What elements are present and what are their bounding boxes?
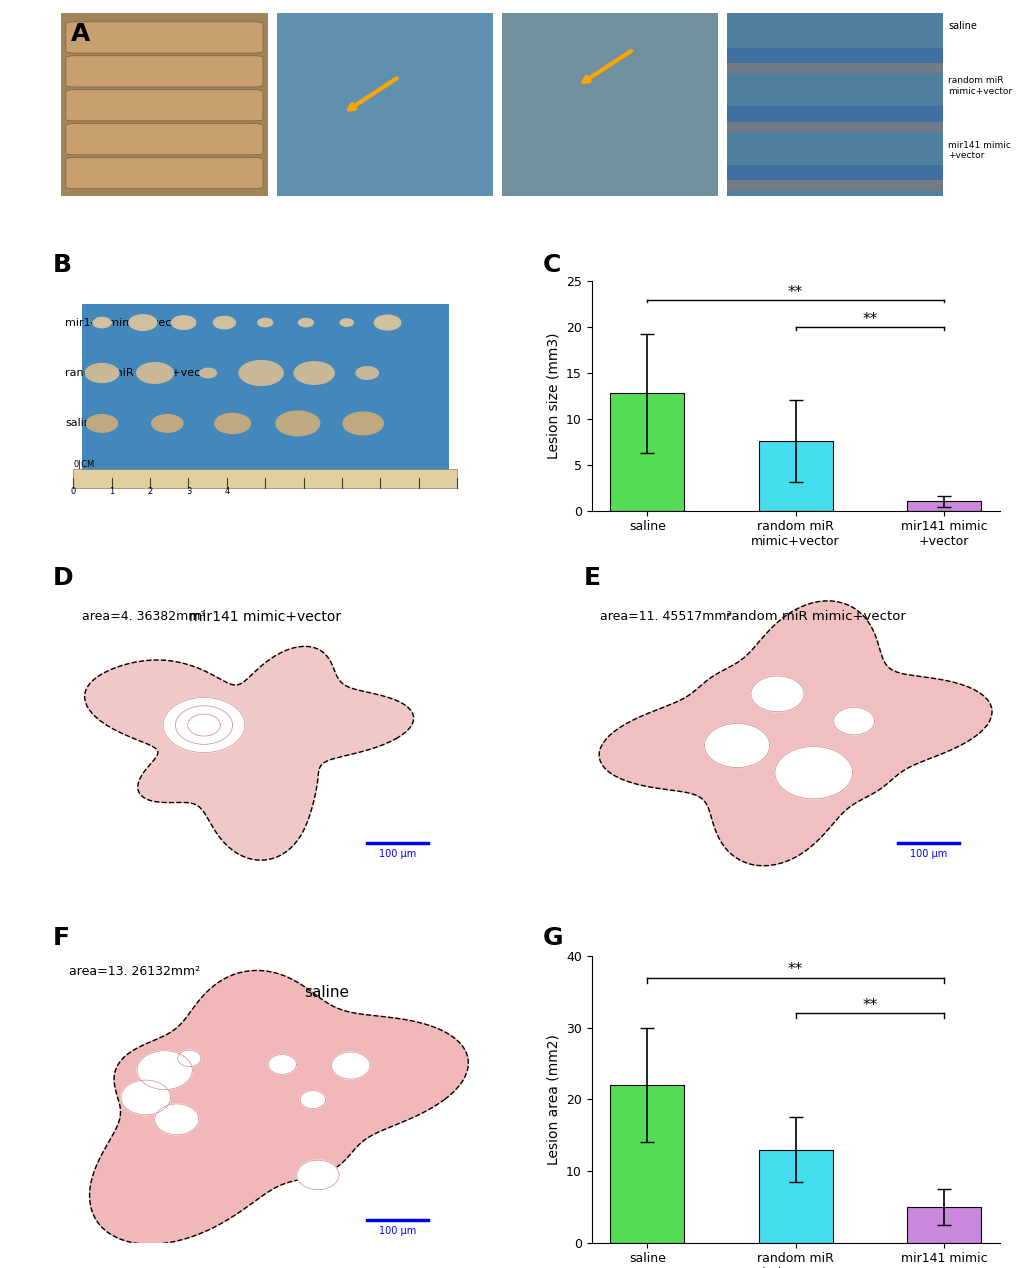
- Polygon shape: [598, 601, 991, 866]
- Circle shape: [128, 314, 157, 331]
- FancyBboxPatch shape: [73, 469, 457, 488]
- Text: **: **: [861, 998, 876, 1013]
- FancyBboxPatch shape: [66, 90, 263, 120]
- Text: saline: saline: [65, 418, 98, 429]
- Text: random miR
mimic+vector: random miR mimic+vector: [947, 76, 1011, 95]
- Bar: [609, 1085, 684, 1243]
- FancyBboxPatch shape: [727, 180, 943, 190]
- Text: 0|CM: 0|CM: [73, 460, 95, 469]
- FancyBboxPatch shape: [727, 165, 943, 190]
- Circle shape: [152, 415, 182, 432]
- Text: 100 μm: 100 μm: [379, 1226, 416, 1236]
- Polygon shape: [774, 747, 852, 799]
- Bar: [758, 441, 832, 511]
- Text: mir141 mimic
+vector: mir141 mimic +vector: [947, 141, 1010, 160]
- FancyBboxPatch shape: [66, 22, 263, 53]
- FancyBboxPatch shape: [66, 123, 263, 155]
- Circle shape: [213, 317, 235, 328]
- Circle shape: [356, 366, 378, 379]
- Text: C: C: [542, 252, 560, 276]
- Text: 4: 4: [224, 487, 229, 497]
- Text: G: G: [542, 927, 562, 951]
- Text: 100 μm: 100 μm: [379, 850, 416, 860]
- Text: A: A: [70, 22, 90, 46]
- Text: mir141 mimic+vector: mir141 mimic+vector: [189, 610, 341, 624]
- Polygon shape: [833, 708, 873, 735]
- Circle shape: [299, 318, 313, 327]
- Circle shape: [238, 360, 283, 385]
- Circle shape: [258, 318, 272, 327]
- FancyBboxPatch shape: [66, 56, 263, 87]
- Text: F: F: [53, 927, 70, 951]
- FancyBboxPatch shape: [66, 157, 263, 189]
- Text: area=11. 45517mm³: area=11. 45517mm³: [599, 610, 731, 623]
- Bar: [906, 1207, 980, 1243]
- Polygon shape: [300, 1090, 325, 1108]
- Polygon shape: [90, 970, 468, 1244]
- Text: area=4. 36382mm³: area=4. 36382mm³: [82, 610, 205, 623]
- Circle shape: [87, 415, 117, 432]
- FancyBboxPatch shape: [61, 13, 267, 197]
- Text: random miR mimic+vector: random miR mimic+vector: [65, 368, 216, 378]
- Polygon shape: [175, 706, 232, 744]
- Text: random miR mimic+vector: random miR mimic+vector: [726, 610, 905, 623]
- Polygon shape: [187, 714, 220, 735]
- Text: saline: saline: [947, 20, 976, 30]
- Polygon shape: [177, 1050, 201, 1066]
- Bar: [906, 501, 980, 511]
- Text: 3: 3: [185, 487, 191, 497]
- Polygon shape: [331, 1052, 370, 1079]
- Text: **: **: [861, 312, 876, 327]
- Circle shape: [93, 317, 111, 327]
- FancyBboxPatch shape: [727, 122, 943, 132]
- Polygon shape: [85, 647, 414, 860]
- Polygon shape: [750, 676, 803, 711]
- Circle shape: [276, 411, 319, 436]
- Text: saline: saline: [304, 985, 348, 999]
- FancyBboxPatch shape: [727, 13, 943, 197]
- Text: E: E: [583, 567, 600, 591]
- Text: 1: 1: [109, 487, 114, 497]
- Polygon shape: [704, 724, 769, 767]
- Circle shape: [200, 368, 216, 378]
- Circle shape: [215, 413, 250, 434]
- Circle shape: [171, 316, 196, 330]
- Text: B: B: [53, 252, 72, 276]
- Text: area=13. 26132mm²: area=13. 26132mm²: [69, 965, 201, 978]
- Text: **: **: [788, 962, 802, 978]
- FancyBboxPatch shape: [727, 63, 943, 74]
- FancyBboxPatch shape: [277, 13, 492, 197]
- Polygon shape: [121, 1080, 170, 1115]
- FancyBboxPatch shape: [727, 47, 943, 74]
- FancyBboxPatch shape: [727, 107, 943, 132]
- Bar: [609, 393, 684, 511]
- Polygon shape: [268, 1055, 297, 1074]
- Bar: [758, 1150, 832, 1243]
- Polygon shape: [137, 1051, 193, 1089]
- Polygon shape: [155, 1104, 199, 1135]
- Circle shape: [340, 318, 353, 326]
- Polygon shape: [297, 1160, 338, 1189]
- Circle shape: [137, 363, 173, 383]
- Circle shape: [374, 316, 400, 330]
- Y-axis label: Lesion size (mm3): Lesion size (mm3): [546, 332, 559, 459]
- Text: 100 μm: 100 μm: [909, 850, 946, 860]
- Circle shape: [342, 412, 383, 435]
- Circle shape: [86, 364, 118, 383]
- Text: mir141 mimic+vector: mir141 mimic+vector: [65, 317, 187, 327]
- Polygon shape: [163, 697, 245, 753]
- Y-axis label: Lesion area (mm2): Lesion area (mm2): [546, 1033, 559, 1165]
- Circle shape: [293, 361, 334, 384]
- FancyBboxPatch shape: [501, 13, 717, 197]
- FancyBboxPatch shape: [82, 304, 448, 483]
- Text: 0: 0: [70, 487, 76, 497]
- Text: D: D: [53, 567, 73, 591]
- Text: 2: 2: [148, 487, 153, 497]
- Text: **: **: [788, 285, 802, 301]
